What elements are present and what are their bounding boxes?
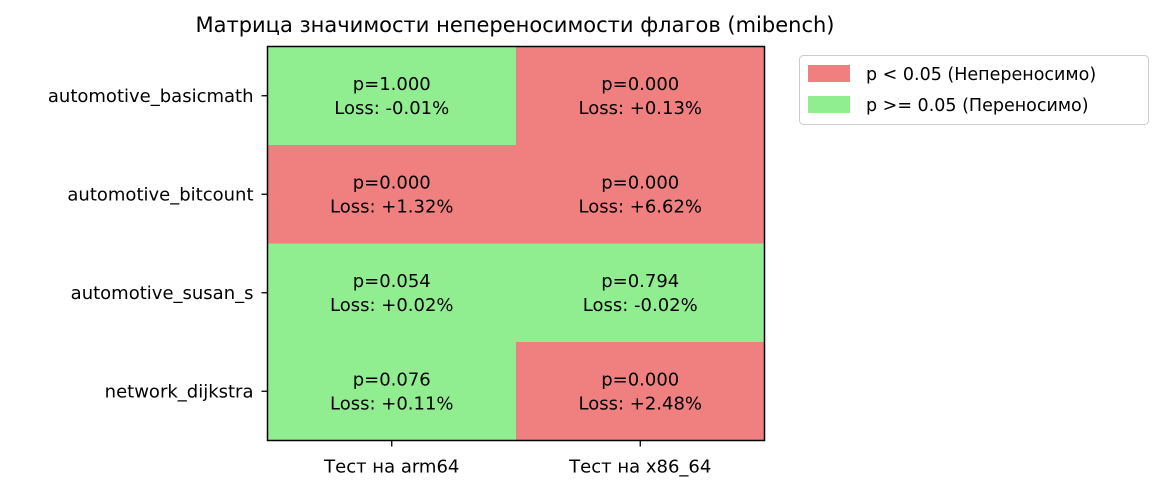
cell-loss-label: Loss: +0.11% <box>330 393 454 414</box>
heatmap-cell <box>267 342 517 441</box>
cell-p-value-label: p=0.000 <box>601 172 679 193</box>
heatmap-cell <box>267 145 517 244</box>
x-tick-label: Тест на x86_64 <box>568 457 711 478</box>
plot-frame <box>266 45 766 442</box>
y-tick-label: automotive_basicmath <box>48 86 254 107</box>
y-tick-labels: automotive_basicmath automotive_bitcounta… <box>48 86 268 402</box>
y-tick-label: automotive_bitcount <box>67 184 253 205</box>
cell-loss-label: Loss: -0.01% <box>334 98 449 119</box>
legend-label: p >= 0.05 (Переносимо) <box>866 96 1089 116</box>
cell-p-value-label: p=0.000 <box>353 172 431 193</box>
heatmap-cell <box>516 342 765 441</box>
legend-label: p < 0.05 (Непереносимо) <box>866 65 1096 85</box>
x-tick-labels: Тест на arm64 Тест на x86_64 <box>323 440 711 478</box>
heatmap-cell <box>516 243 765 343</box>
cell-loss-label: Loss: +1.32% <box>330 196 454 217</box>
heatmap-cell <box>267 46 517 146</box>
legend: p < 0.05 (Непереносимо) p >= 0.05 (Перено… <box>799 55 1149 125</box>
x-tick-label: Тест на arm64 <box>323 457 459 478</box>
cell-loss-label: Loss: -0.02% <box>583 295 698 316</box>
chart-title: Матрица значимости непереносимости флаго… <box>195 13 834 37</box>
cell-p-value-label: p=1.000 <box>353 74 431 95</box>
legend-swatch <box>808 96 850 113</box>
heatmap-cells: p=1.000 Loss: -0.01% p=0.000 Loss: +0.13% p=… <box>267 46 765 441</box>
cell-loss-label: Loss: +0.13% <box>578 98 702 119</box>
heatmap-cell <box>516 46 765 146</box>
cell-p-value-label: p=0.000 <box>601 369 679 390</box>
legend-swatch <box>808 65 850 82</box>
heatmap-cell <box>267 243 517 343</box>
cell-p-value-label: p=0.054 <box>353 271 431 292</box>
heatmap-cell <box>516 145 765 244</box>
cell-loss-label: Loss: +2.48% <box>578 393 702 414</box>
y-tick-label: network_dijkstra <box>105 381 254 402</box>
cell-p-value-label: p=0.076 <box>353 369 431 390</box>
cell-loss-label: Loss: +0.02% <box>330 295 454 316</box>
cell-p-value-label: p=0.794 <box>601 271 679 292</box>
y-tick-label: automotive_susan_s <box>71 283 254 304</box>
cell-loss-label: Loss: +6.62% <box>578 196 702 217</box>
legend-box <box>799 55 1149 125</box>
cell-p-value-label: p=0.000 <box>601 74 679 95</box>
